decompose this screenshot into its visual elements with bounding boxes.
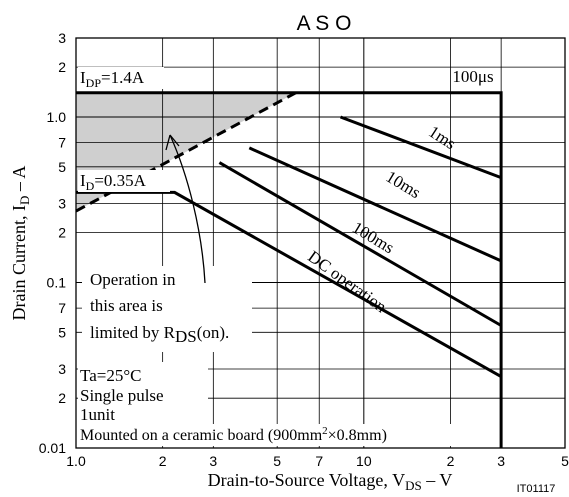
series-line-1ms (339, 115, 502, 180)
operation-note-line2: this area is (90, 296, 163, 315)
annotation-bg-idp (78, 67, 164, 89)
mounting-condition: Mounted on a ceramic board (900mm2×0.8mm… (80, 425, 387, 444)
y-tick-label-2: 2 (58, 59, 66, 75)
plot-frame (75, 37, 566, 449)
annotation-bg-note (82, 266, 252, 352)
rds-arrow-head (165, 134, 180, 151)
operation-note-line3: limited by RDS(on). (90, 323, 229, 346)
y-tick-label-0-01: 0.01 (39, 440, 66, 456)
annotation-bg-conditions (78, 362, 208, 424)
y-tick-label-0-2: 2 (58, 225, 66, 241)
y-tick-label-1: 1.0 (47, 109, 67, 125)
annotation-bg-mount (78, 424, 472, 446)
figure-code: IT01117 (517, 483, 556, 495)
x-tick-label-5: 5 (273, 453, 281, 469)
series-label-1ms: 1ms (425, 122, 459, 153)
y-tick-label-0-3: 3 (58, 196, 66, 212)
y-tick-label-0-7: 7 (58, 135, 66, 151)
y-tick-label-0-1: 0.1 (47, 274, 67, 290)
series-line-100-s (76, 91, 503, 448)
rds-arrow-curve (169, 134, 206, 284)
series-label-dc: DC operation (304, 247, 390, 317)
y-tick-label-0-05: 5 (58, 324, 66, 340)
y-tick-label-0-07: 7 (58, 300, 66, 316)
series-line-10ms (248, 146, 502, 263)
x-tick-label-1: 1.0 (66, 453, 86, 469)
tick-label-layer: 1.0 2 3 5 7 10 2 3 5 3 2 1.0 7 5 3 2 0.1 7 5 3 2 0.01 (39, 30, 569, 469)
unit-condition: 1unit (80, 405, 115, 424)
y-tick-label-3: 3 (58, 30, 66, 46)
x-tick-label-20: 2 (447, 453, 455, 469)
x-tick-label-30: 3 (497, 453, 505, 469)
y-tick-label-0-03: 3 (58, 361, 66, 377)
idp-label: IDP=1.4A (80, 68, 145, 90)
x-tick-label-10: 10 (356, 453, 372, 469)
chart-title: A S O (297, 12, 352, 35)
x-tick-label-2: 2 (159, 453, 167, 469)
ambient-temperature: Ta=25°C (80, 366, 141, 385)
x-axis-title: Drain-to-Source Voltage, VDS – V (208, 470, 453, 493)
y-tick-label-0-02: 2 (58, 390, 66, 406)
operation-note-line1: Operation in (90, 270, 176, 289)
series-line-100ms (218, 161, 502, 327)
y-axis-title: Drain Current, ID – A (9, 166, 32, 321)
pulse-condition: Single pulse (80, 386, 164, 405)
grid-layer (76, 38, 565, 448)
series-label-100us: 100μs (452, 67, 493, 86)
x-tick-label-50: 5 (561, 453, 569, 469)
id-label: ID=0.35A (80, 171, 147, 193)
x-tick-label-7: 7 (315, 453, 323, 469)
y-tick-label-0-5: 5 (58, 159, 66, 175)
series-label-10ms: 10ms (383, 167, 424, 202)
annotation-bg-id (78, 170, 170, 192)
x-tick-label-3: 3 (209, 453, 217, 469)
